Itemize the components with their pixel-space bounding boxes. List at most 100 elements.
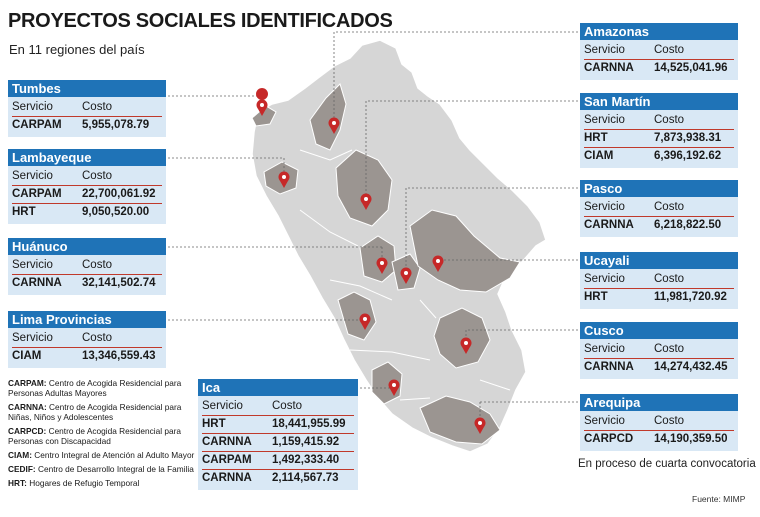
col-service: Servicio	[584, 44, 625, 56]
page-title: PROYECTOS SOCIALES IDENTIFICADOS	[8, 10, 393, 32]
col-service: Servicio	[12, 101, 53, 113]
cost-value: 9,050,520.00	[82, 206, 150, 218]
region-card-huanuco: Huánuco Servicio Costo CARNNA 32,141,502.7…	[8, 238, 166, 295]
cost-value: 14,274,432.45	[654, 361, 728, 373]
service-code: CARPAM	[12, 119, 62, 131]
region-name: Tumbes	[8, 80, 166, 97]
service-code: CARNNA	[584, 219, 634, 231]
cost-value: 13,346,559.43	[82, 350, 156, 362]
col-cost: Costo	[654, 273, 685, 285]
region-name: San Martín	[580, 93, 738, 110]
pin-cusco-icon	[460, 337, 472, 354]
table-row: CARPCD 14,190,359.50	[584, 431, 734, 448]
cost-value: 32,141,502.74	[82, 277, 156, 289]
col-service: Servicio	[202, 400, 243, 412]
region-lima	[337, 291, 377, 341]
col-cost: Costo	[82, 259, 113, 271]
table-row: CARNNA 6,218,822.50	[584, 217, 734, 234]
pin-huanuco-icon	[376, 257, 388, 274]
service-code: CARPCD	[584, 433, 634, 445]
cost-value: 1,492,333.40	[272, 454, 340, 466]
col-cost: Costo	[82, 101, 113, 113]
col-service: Servicio	[584, 273, 625, 285]
legend-desc: Centro de Acogida Residencial para Perso…	[8, 378, 182, 398]
table-row: HRT 9,050,520.00	[12, 204, 162, 221]
region-card-sanmartin: San Martín Servicio Costo HRT 7,873,938.31…	[580, 93, 738, 168]
table-row: CARNNA 14,274,432.45	[584, 359, 734, 376]
pin-lambayeque-icon	[278, 171, 290, 188]
table-row: CIAM 6,396,192.62	[584, 148, 734, 165]
legend-item: CEDIF: Centro de Desarrollo Integral de …	[8, 464, 198, 474]
col-cost: Costo	[82, 170, 113, 182]
region-amazonas	[309, 83, 347, 151]
cost-value: 14,190,359.50	[654, 433, 728, 445]
legend-code: CARPCD:	[8, 426, 47, 436]
pin-arequipa-icon	[474, 417, 486, 434]
service-code: CARNNA	[202, 436, 252, 448]
service-code: HRT	[584, 132, 608, 144]
cost-value: 6,218,822.50	[654, 219, 722, 231]
table-row: CARNNA 1,159,415.92	[202, 434, 354, 452]
legend-item: CARPCD: Centro de Acogida Residencial pa…	[8, 426, 198, 446]
service-code: CARPAM	[202, 454, 252, 466]
table-row: CARPAM 1,492,333.40	[202, 452, 354, 470]
legend-desc: Centro de Acogida Residencial para Perso…	[8, 426, 181, 446]
col-service: Servicio	[12, 332, 53, 344]
region-card-ica: Ica Servicio Costo HRT 18,441,955.99 CARNN…	[198, 379, 358, 490]
legend-item: CARNNA: Centro de Acogida Residencial pa…	[8, 402, 198, 422]
cost-value: 1,159,415.92	[272, 436, 340, 448]
service-code: CIAM	[12, 350, 42, 362]
legend-code: CARPAM:	[8, 378, 47, 388]
region-card-amazonas: Amazonas Servicio Costo CARNNA 14,525,041.…	[580, 23, 738, 80]
legend-code: HRT:	[8, 478, 27, 488]
convocation-note: En proceso de cuarta convocatoria	[578, 458, 756, 470]
region-card-cusco: Cusco Servicio Costo CARNNA 14,274,432.45	[580, 322, 738, 379]
legend-code: CARNNA:	[8, 402, 47, 412]
table-row: HRT 18,441,955.99	[202, 416, 354, 434]
service-code: CARPAM	[12, 188, 62, 200]
legend-desc: Centro de Acogida Residencial para Niñas…	[8, 402, 182, 422]
service-code: HRT	[584, 291, 608, 303]
table-row: CARPAM 22,700,061.92	[12, 186, 162, 204]
legend-item: CIAM: Centro Integral de Atención al Adu…	[8, 450, 198, 460]
pin-sanmartin-icon	[360, 193, 372, 210]
legend-code: CIAM:	[8, 450, 32, 460]
source-credit: Fuente: MIMP	[692, 494, 746, 504]
col-service: Servicio	[12, 259, 53, 271]
region-card-tumbes: Tumbes Servicio Costo CARPAM 5,955,078.79	[8, 80, 166, 137]
service-code: CARNNA	[584, 62, 634, 74]
pin-ucayali-icon	[432, 255, 444, 272]
col-cost: Costo	[654, 343, 685, 355]
legend-code: CEDIF:	[8, 464, 36, 474]
pin-pasco-icon	[400, 267, 412, 284]
col-cost: Costo	[82, 332, 113, 344]
col-service: Servicio	[12, 170, 53, 182]
region-name: Lambayeque	[8, 149, 166, 166]
cost-value: 7,873,938.31	[654, 132, 722, 144]
region-name: Ica	[198, 379, 358, 396]
region-borders	[299, 149, 511, 401]
table-row: CIAM 13,346,559.43	[12, 348, 162, 365]
col-service: Servicio	[584, 201, 625, 213]
col-cost: Costo	[272, 400, 303, 412]
pin-ica-icon	[388, 379, 400, 396]
region-name: Lima Provincias	[8, 311, 166, 328]
service-code: CIAM	[584, 150, 614, 162]
region-name: Ucayali	[580, 252, 738, 269]
pin-lima-icon	[359, 313, 371, 330]
legend-desc: Centro de Desarrollo Integral de la Fami…	[37, 464, 194, 474]
col-service: Servicio	[584, 343, 625, 355]
service-code: CARNNA	[202, 472, 252, 484]
region-name: Huánuco	[8, 238, 166, 255]
col-cost: Costo	[654, 44, 685, 56]
legend-item: HRT: Hogares de Refugio Temporal	[8, 478, 198, 488]
table-row: CARNNA 2,114,567.73	[202, 470, 354, 487]
col-service: Servicio	[584, 114, 625, 126]
table-row: HRT 11,981,720.92	[584, 289, 734, 306]
legend-item: CARPAM: Centro de Acogida Residencial pa…	[8, 378, 198, 398]
table-row: CARNNA 14,525,041.96	[584, 60, 734, 77]
region-name: Pasco	[580, 180, 738, 197]
acronym-legend: CARPAM: Centro de Acogida Residencial pa…	[8, 378, 198, 492]
region-name: Cusco	[580, 322, 738, 339]
